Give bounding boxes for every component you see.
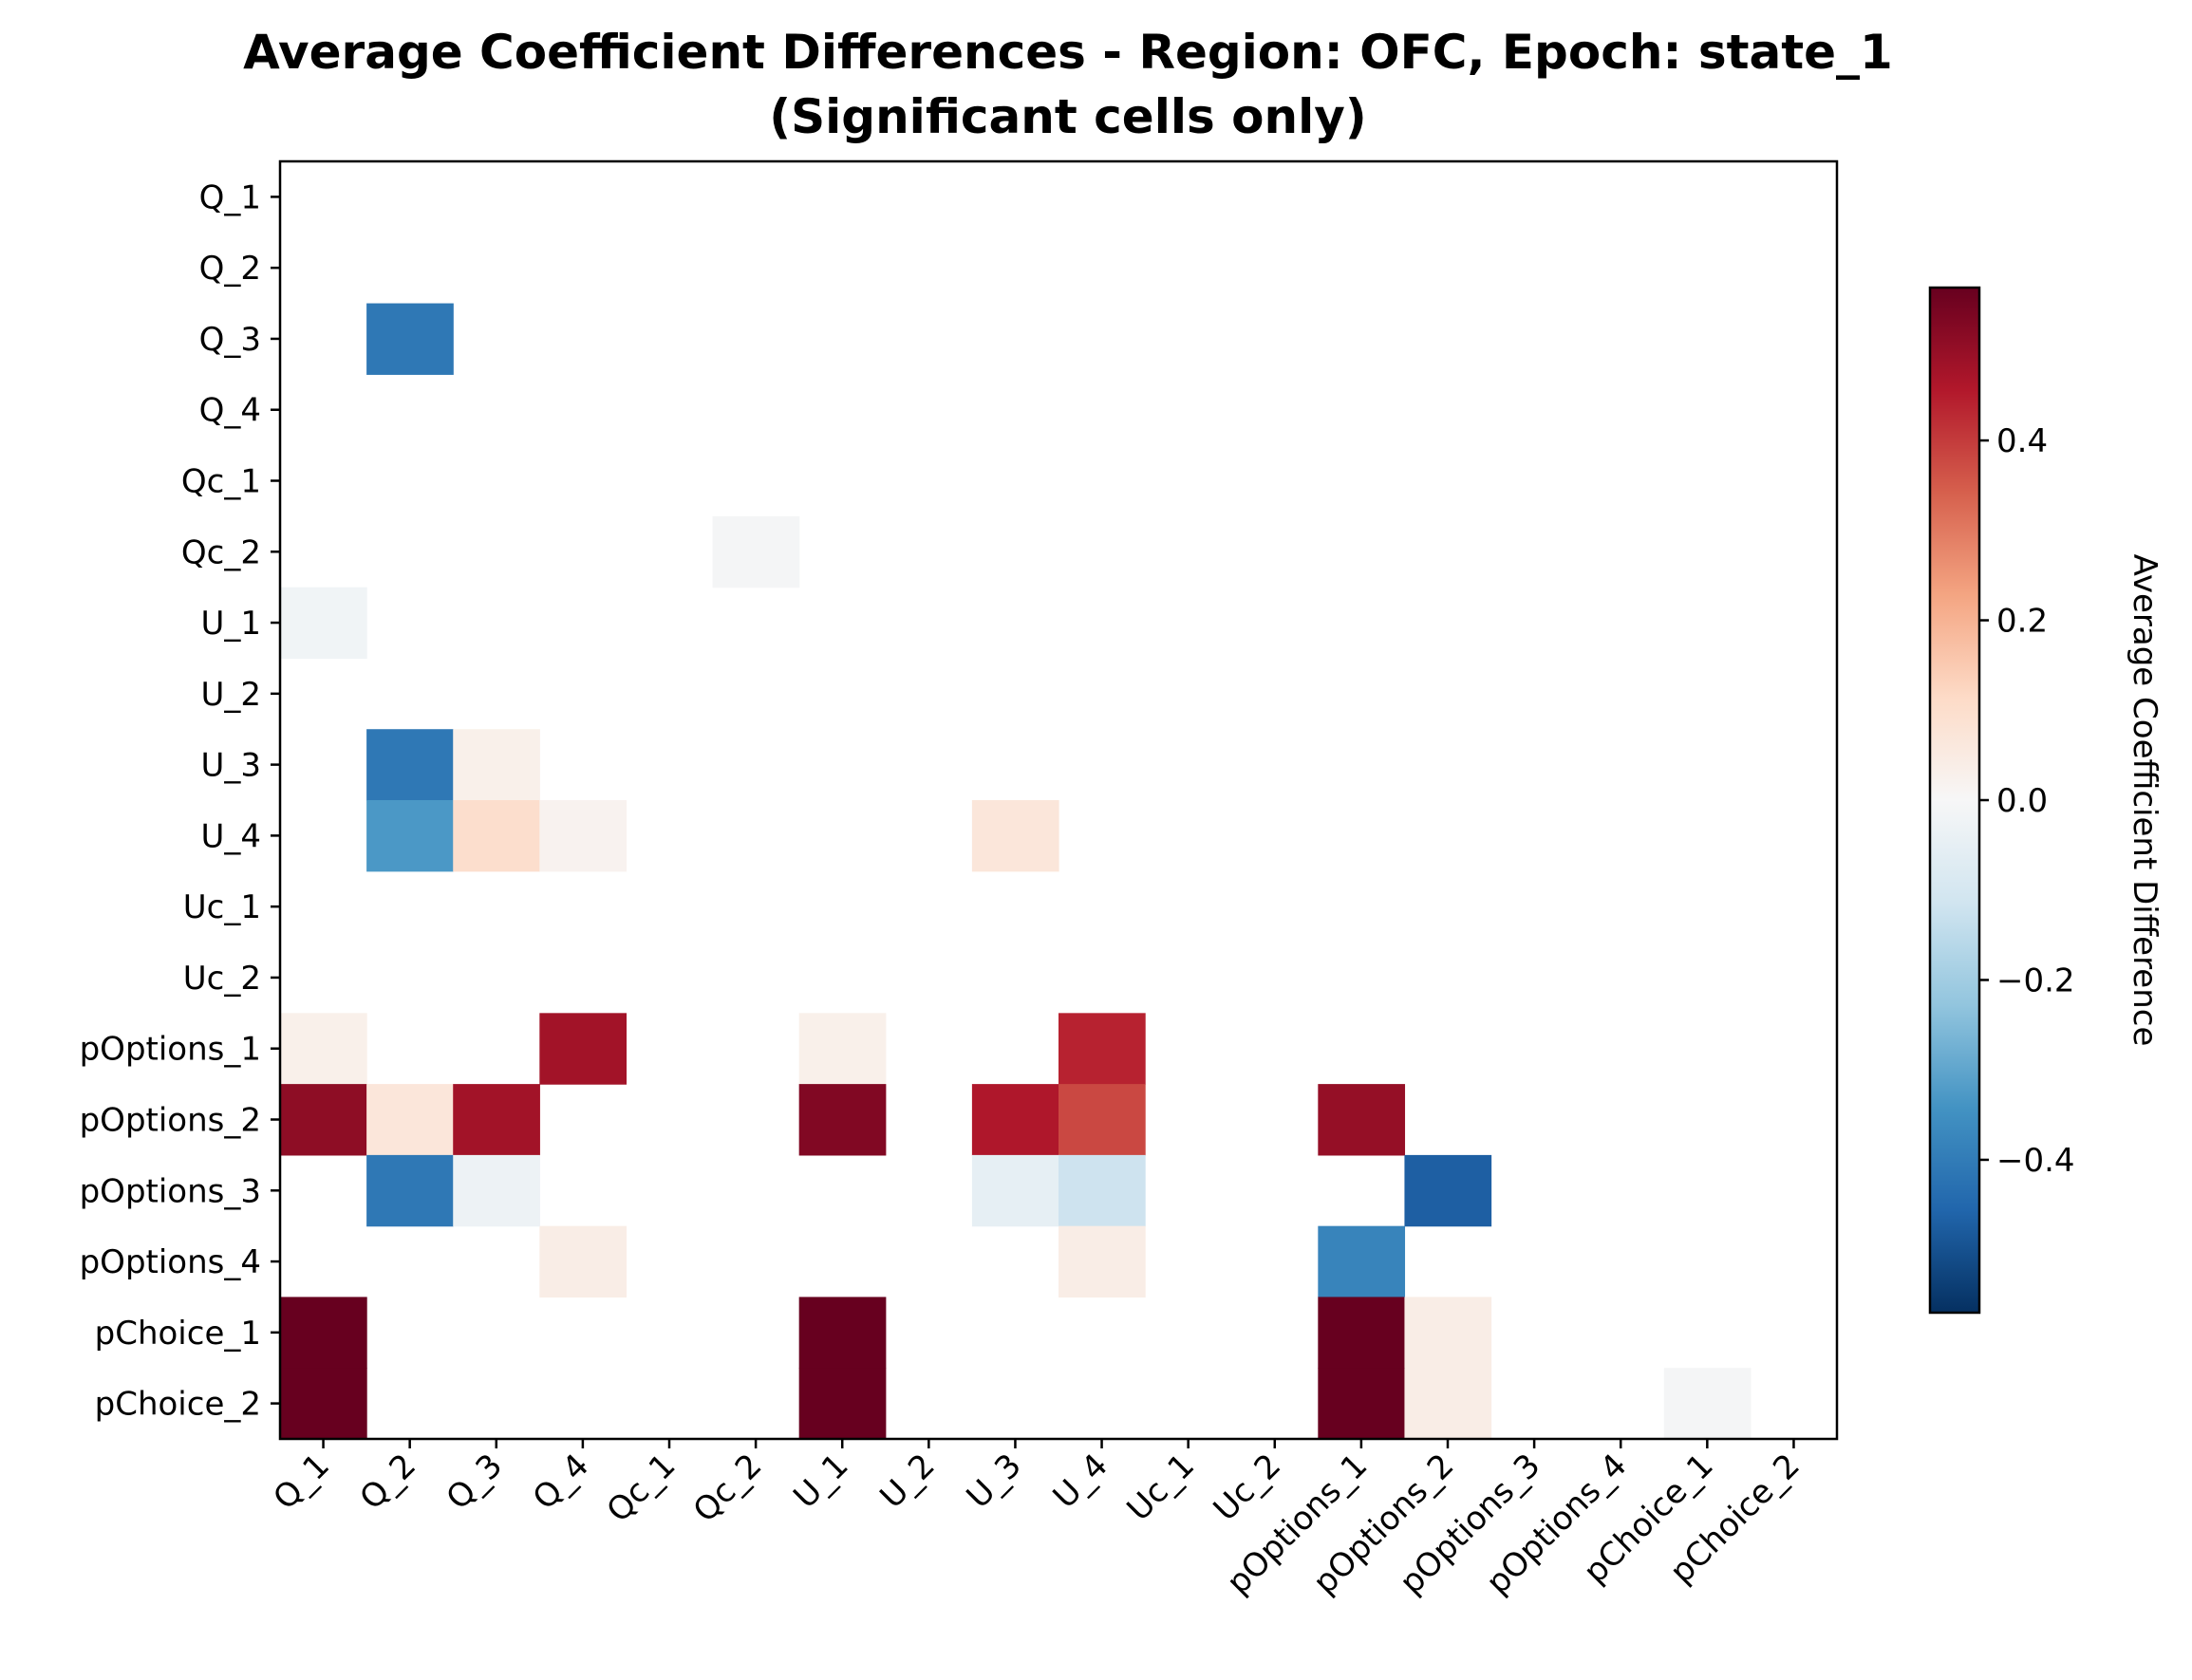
heatmap-cell: [280, 1084, 367, 1156]
y-axis: Q_1 Q_2 Q_3 Q_4 Qc_1 Qc_2 U_1 U_2 U_3 U_4 Uc_1 Uc_2…: [80, 178, 280, 1424]
heatmap-cell: [712, 515, 800, 588]
x-tick-label: Uc_1: [1120, 1447, 1202, 1528]
x-tick-label: U_3: [960, 1447, 1029, 1516]
heatmap-cell: [366, 303, 454, 375]
y-tick-label: Qc_1: [181, 463, 261, 501]
y-tick-label: Q_2: [199, 250, 261, 288]
colorbar-label: Average Coefficient Difference: [2126, 554, 2164, 1047]
heatmap-cell: [453, 1154, 540, 1227]
heatmap-cell: [1059, 1225, 1146, 1298]
heatmap-cell: [1318, 1084, 1406, 1156]
heatmap-cell: [1059, 1013, 1146, 1085]
colorbar-gradient: [1928, 286, 1981, 1315]
y-tick-label: U_4: [200, 817, 261, 855]
heatmap-cell: [366, 729, 454, 801]
heatmap-cell: [366, 800, 454, 872]
y-tick-label: U_2: [200, 676, 261, 714]
colorbar-tick-label: 0.0: [1996, 782, 2048, 820]
heatmap-cell: [798, 1084, 887, 1156]
y-tick-label: U_1: [200, 605, 261, 643]
heatmap-cell: [539, 1225, 628, 1298]
colorbar-tick-label: −0.4: [1996, 1142, 2075, 1180]
x-tick-label: U_2: [872, 1447, 942, 1516]
colorbar-tick-label: 0.2: [1996, 603, 2048, 641]
heatmap-cell: [1318, 1368, 1406, 1440]
y-tick-label: pOptions_4: [80, 1243, 261, 1281]
colorbar-tick-label: 0.4: [1996, 422, 2048, 460]
x-tick-label: Q_1: [266, 1447, 337, 1518]
y-tick-label: Uc_1: [183, 888, 261, 926]
y-tick-label: pOptions_2: [80, 1102, 261, 1140]
heatmap-cell: [453, 729, 540, 801]
heatmap-cell: [280, 587, 367, 660]
y-tick-label: pChoice_1: [95, 1315, 261, 1353]
heatmap-cell: [798, 1368, 887, 1440]
heatmap-cell: [1318, 1225, 1406, 1298]
heatmap-cell: [971, 1084, 1059, 1156]
heatmap-cell: [280, 1297, 367, 1369]
heatmap-cell: [1318, 1297, 1406, 1369]
heatmap-cells: [280, 303, 1752, 1440]
x-tick-label: U_1: [786, 1447, 855, 1516]
x-tick-label: Q_2: [352, 1447, 423, 1518]
chart-title: Average Coefficient Differences - Region…: [243, 25, 1893, 80]
y-tick-label: pOptions_3: [80, 1172, 261, 1210]
heatmap-cell: [453, 1084, 540, 1156]
heatmap-cell: [1059, 1084, 1146, 1156]
heatmap-cell: [280, 1013, 367, 1085]
heatmap-cell: [1404, 1154, 1492, 1227]
chart-subtitle: (Significant cells only): [769, 89, 1366, 144]
x-tick-label: U_4: [1046, 1447, 1115, 1516]
y-tick-label: pOptions_1: [80, 1031, 261, 1069]
y-tick-label: Q_3: [199, 321, 261, 359]
heatmap-cell: [366, 1154, 454, 1227]
y-tick-label: pChoice_2: [95, 1386, 261, 1424]
heatmap-cell: [539, 1013, 628, 1085]
x-tick-label: Uc_2: [1207, 1447, 1288, 1528]
heatmap-cell: [1663, 1368, 1752, 1440]
y-tick-label: Q_1: [199, 178, 261, 216]
heatmap-cell: [971, 800, 1059, 872]
heatmap-cell: [453, 800, 540, 872]
heatmap-cell: [798, 1013, 887, 1085]
heatmap-cell: [971, 1154, 1059, 1227]
heatmap-cell: [539, 800, 628, 872]
heatmap-cell: [1059, 1154, 1146, 1227]
chart-title-group: Average Coefficient Differences - Region…: [243, 25, 1893, 144]
colorbar-tick-label: −0.2: [1996, 961, 2075, 999]
colorbar: −0.4 −0.2 0.0 0.2 0.4 Average Coefficient Di…: [1928, 286, 2164, 1315]
x-tick-label: Q_3: [440, 1447, 511, 1518]
y-tick-label: U_3: [200, 747, 261, 785]
y-tick-label: Q_4: [199, 392, 261, 430]
y-tick-label: Uc_2: [183, 960, 261, 998]
heatmap-cell: [1404, 1297, 1492, 1369]
x-tick-label: Qc_2: [686, 1447, 770, 1530]
x-axis: Q_1 Q_2 Q_3 Q_4 Qc_1 Qc_2 U_1 U_2 U_3 U_4 Uc_1 Uc_2…: [266, 1439, 1808, 1602]
x-tick-label: Q_4: [526, 1447, 597, 1518]
heatmap-cell: [366, 1084, 454, 1156]
y-tick-label: Qc_2: [181, 533, 261, 571]
colorbar-ticks: −0.4 −0.2 0.0 0.2 0.4: [1979, 422, 2075, 1180]
heatmap-cell: [798, 1297, 887, 1369]
plot-frame: [278, 159, 1839, 1441]
x-tick-label: Qc_1: [600, 1447, 684, 1530]
heatmap-cell: [280, 1368, 367, 1440]
heatmap-cell: [1404, 1368, 1492, 1440]
